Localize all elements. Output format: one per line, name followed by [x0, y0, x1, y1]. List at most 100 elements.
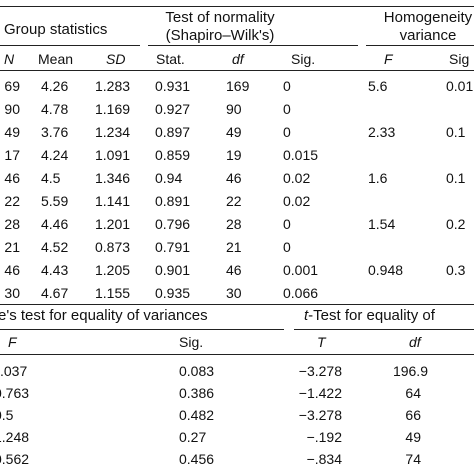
cell-sd: 1.155 — [95, 285, 131, 301]
bottom-header-rule — [0, 354, 474, 355]
cell-df: 64 — [405, 385, 421, 401]
table-row: 28 4.46 1.201 0.796 28 0 1.54 0.2 — [0, 216, 474, 236]
cell-sig: 0.02 — [283, 170, 311, 186]
cell-sig: 0 — [283, 216, 291, 232]
col-header-f-bottom: F — [8, 334, 17, 350]
cell-n: 46 — [4, 262, 20, 278]
table-row: .037 0.083 −3.278 196.9 — [0, 363, 474, 383]
cell-f: 0.5 — [0, 407, 14, 423]
col-header-sig2: Sig — [449, 51, 470, 67]
col-header-df-bottom: df — [409, 334, 421, 350]
cell-f: 0.562 — [0, 451, 30, 467]
col-header-sd: SD — [106, 51, 126, 67]
cell-df: 49 — [405, 429, 421, 445]
table-row: 1.248 0.27 −.192 49 — [0, 429, 474, 449]
cell-mean: 4.52 — [41, 239, 69, 255]
cell-stat: 0.891 — [155, 193, 191, 209]
cell-sd: 1.091 — [95, 147, 131, 163]
cell-mean: 4.78 — [41, 101, 69, 117]
table-row: 0.562 0.456 −.834 74 — [0, 451, 474, 471]
cell-sig2: 0.1 — [446, 124, 466, 140]
cell-stat: 0.897 — [155, 124, 191, 140]
cell-f: 1.54 — [368, 216, 396, 232]
cell-f: 2.33 — [368, 124, 396, 140]
col-header-n: N — [4, 51, 15, 67]
cell-n: 69 — [4, 78, 20, 94]
table-row: 22 5.59 1.141 0.891 22 0.02 — [0, 193, 474, 213]
cell-t: −3.278 — [298, 407, 342, 423]
normality-underline — [148, 45, 358, 46]
cell-df: 169 — [226, 78, 250, 94]
cell-n: 17 — [4, 147, 20, 163]
cell-df: 30 — [226, 285, 242, 301]
cell-df: 21 — [226, 239, 242, 255]
table-row: 21 4.52 0.873 0.791 21 0 — [0, 239, 474, 259]
ttest-header-t: t — [304, 307, 309, 324]
cell-df: 66 — [405, 407, 421, 423]
normality-header-line2: (Shapiro–Wilk's) — [165, 27, 275, 44]
cell-n: 49 — [4, 124, 20, 140]
table-row: 46 4.43 1.205 0.901 46 0.001 0.948 0.3 — [0, 262, 474, 282]
cell-df: 46 — [226, 262, 242, 278]
ttest-header-rest: -Test for equality of — [308, 307, 435, 324]
cell-sd: 1.234 — [95, 124, 131, 140]
cell-mean: 4.43 — [41, 262, 69, 278]
levene-header: e's test for equality of variances — [0, 307, 208, 324]
cell-sig: 0.001 — [283, 262, 319, 278]
cell-f: 5.6 — [368, 78, 388, 94]
col-header-t: T — [317, 334, 326, 350]
homogeneity-underline — [366, 45, 474, 46]
homogeneity-header-line2: variance — [399, 27, 457, 44]
normality-header-line1: Test of normality — [165, 9, 275, 26]
cell-df: 28 — [226, 216, 242, 232]
cell-f: 0.948 — [368, 262, 404, 278]
cell-sig: 0.083 — [179, 363, 215, 379]
cell-mean: 4.67 — [41, 285, 69, 301]
cell-mean: 4.5 — [41, 170, 61, 186]
cell-sig: 0 — [283, 239, 291, 255]
cell-t: −3.278 — [298, 363, 342, 379]
table-row: 0.5 0.482 −3.278 66 — [0, 407, 474, 427]
cell-df: 19 — [226, 147, 242, 163]
cell-mean: 5.59 — [41, 193, 69, 209]
cell-sd: 1.201 — [95, 216, 131, 232]
cell-f: .037 — [0, 363, 28, 379]
levene-underline — [0, 329, 284, 330]
cell-n: 90 — [4, 101, 20, 117]
group-stats-underline — [0, 45, 140, 46]
top-header-bottom-rule — [0, 70, 474, 71]
homogeneity-header-line1: Homogeneity — [383, 9, 473, 26]
cell-sig: 0.066 — [283, 285, 319, 301]
cell-df: 196.9 — [392, 363, 428, 379]
cell-f: 1.248 — [0, 429, 30, 445]
cell-sd: 1.283 — [95, 78, 131, 94]
cell-stat: 0.791 — [155, 239, 191, 255]
cell-t: −1.422 — [298, 385, 342, 401]
col-header-f: F — [384, 51, 393, 67]
cell-sig2: 0.3 — [446, 262, 466, 278]
cell-sig: 0.015 — [283, 147, 319, 163]
table-row: 90 4.78 1.169 0.927 90 0 — [0, 101, 474, 121]
top-table-bottom-rule — [0, 304, 474, 305]
cell-sd: 1.169 — [95, 101, 131, 117]
cell-mean: 4.26 — [41, 78, 69, 94]
group-statistics-header: Group statistics — [4, 21, 108, 38]
cell-n: 28 — [4, 216, 20, 232]
col-header-df: df — [232, 51, 244, 67]
cell-stat: 0.931 — [155, 78, 191, 94]
table-row: 69 4.26 1.283 0.931 169 0 5.6 0.01 — [0, 78, 474, 98]
cell-sig: 0.02 — [283, 193, 311, 209]
cell-sig2: 0.1 — [446, 170, 466, 186]
cell-df: 46 — [226, 170, 242, 186]
cell-f: 1.6 — [368, 170, 388, 186]
cell-stat: 0.927 — [155, 101, 191, 117]
cell-sig2: 0.2 — [446, 216, 466, 232]
cell-sig2: 0.01 — [446, 78, 474, 94]
cell-stat: 0.859 — [155, 147, 191, 163]
cell-sig: 0.456 — [179, 451, 215, 467]
col-header-sig-bottom: Sig. — [179, 334, 204, 350]
cell-sd: 1.205 — [95, 262, 131, 278]
cell-stat: 0.94 — [155, 170, 183, 186]
cell-sig: 0 — [283, 124, 291, 140]
cell-n: 21 — [4, 239, 20, 255]
